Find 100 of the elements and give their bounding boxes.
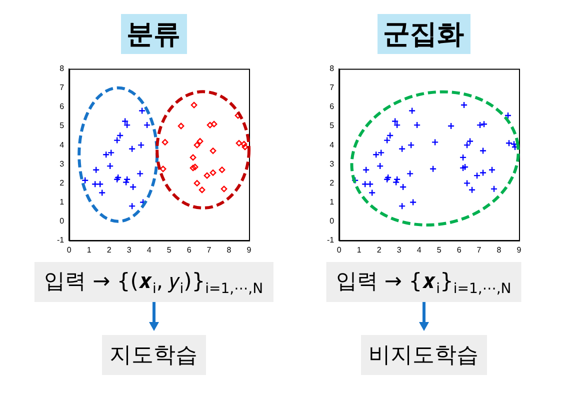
point [190,154,196,161]
x-tick-label: 1 [356,245,362,254]
x-tick-label: 6 [456,245,462,254]
point [107,149,115,156]
y-tick-label: 5 [330,121,335,130]
point [96,180,104,188]
point [361,180,369,188]
y-tick-label: 8 [330,64,335,74]
point [504,112,512,120]
point [383,136,391,144]
point [461,163,469,171]
y-tick-label: 7 [330,83,335,92]
point [431,138,439,146]
point [366,180,374,188]
point [106,162,114,170]
point [460,101,468,109]
x-tick-label: 2 [106,245,112,254]
y-tick-label: 7 [60,83,65,92]
point [463,180,471,187]
point [372,151,380,158]
point [136,170,144,178]
point [160,166,166,172]
point [220,186,228,192]
point [194,180,200,186]
x-tick-label: 4 [146,245,152,254]
point [162,139,168,146]
point [206,122,214,128]
point [210,170,216,176]
point [242,144,248,150]
text: 비지도학습 [360,335,486,375]
point [196,138,204,144]
text: 입력 → {(𝒙$_{i}$, 𝑦$_{i}$)}$_{i=1,⋯,N}$ [34,262,274,302]
point [480,120,488,128]
y-tick-label: 6 [60,102,65,112]
x-tick-label: 2 [376,245,382,254]
point [113,176,121,183]
point [98,189,106,196]
x-tick-label: 9 [516,245,522,254]
point [102,151,110,158]
x-tick-label: 7 [476,245,482,254]
x-tick-label: 0 [336,245,342,254]
x-tick-label: 6 [186,245,192,254]
point [383,176,391,183]
point [178,122,184,130]
point [406,170,414,178]
x-tick-label: 0 [66,245,72,254]
point [210,148,216,154]
point [368,189,376,196]
point [429,165,437,172]
y-tick-label: 4 [330,140,335,150]
point [490,185,498,193]
point [398,202,406,210]
x-tick-label: 5 [166,245,172,254]
point [386,132,394,140]
point [91,180,99,188]
point [488,166,496,174]
point [192,164,198,170]
point [198,186,206,194]
y-tick-label: 5 [60,121,65,130]
point [376,162,384,170]
point [408,107,416,114]
point [92,166,100,174]
x-tick-label: 1 [86,245,92,254]
y-tick-label: -1 [326,236,335,245]
x-tick-label: 8 [496,245,502,254]
x-tick-label: 8 [226,245,232,254]
y-tick-label: 0 [330,216,335,226]
point [476,121,484,129]
x-tick-label: 3 [396,245,402,254]
y-tick-label: 2 [330,178,335,188]
point [398,145,406,152]
point [137,141,145,149]
point [473,172,481,180]
y-tick-label: -1 [56,236,65,245]
point [236,140,242,146]
point [123,121,131,129]
point [479,147,487,154]
point [399,183,407,191]
point [194,142,200,148]
point [384,174,392,182]
point [377,149,385,156]
point [138,107,146,114]
point [190,164,196,172]
point [129,183,137,191]
y-tick-label: 1 [60,197,65,206]
point [393,121,401,129]
x-tick-label: 5 [436,245,442,254]
point [409,198,417,206]
text: 입력 → {𝒙$_{i}$}$_{i=1,⋯,N}$ [326,262,522,302]
y-tick-label: 1 [330,197,335,206]
chart-title: 분류 [120,14,186,54]
chart-title: 군집화 [377,14,470,54]
point [210,120,218,128]
point [459,154,467,162]
point [82,176,89,184]
y-tick-label: 3 [330,159,335,168]
point [468,186,476,194]
point [218,166,226,174]
x-tick-label: 9 [246,245,252,254]
point [113,136,121,144]
